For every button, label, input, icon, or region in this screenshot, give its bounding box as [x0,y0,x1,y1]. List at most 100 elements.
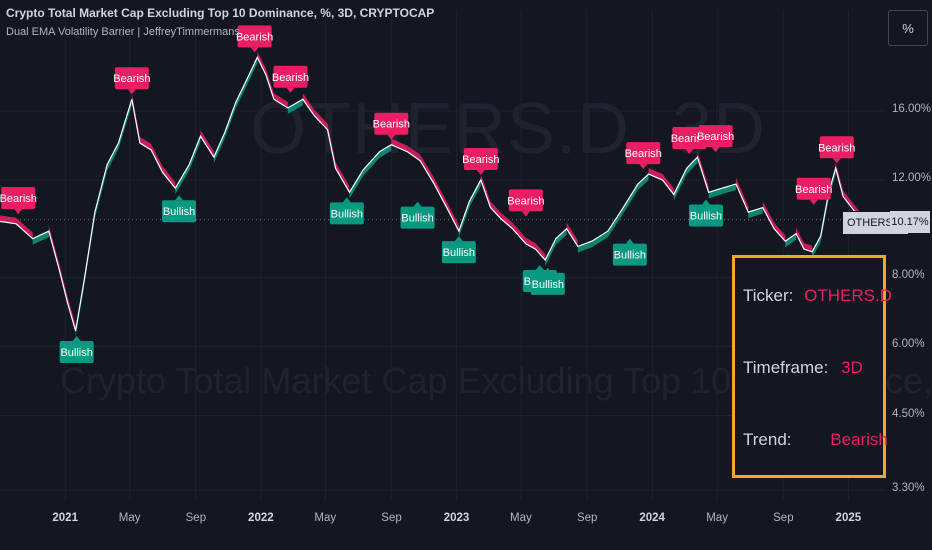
signal-text: Bullish [690,210,722,222]
signal-text: Bullish [331,208,363,220]
barrier-segment [735,178,749,213]
barrier-segment [673,168,687,201]
barrier-segment [391,138,408,152]
barrier-segment [535,243,546,261]
y-tick-label: 4.50% [892,407,925,420]
signal-labels: Bearish Bullish Bearish Bullish Bearish Beari… [0,25,855,363]
barrier-segment [469,180,481,207]
bullish-signal: Bullish [612,238,647,266]
bearish-signal: Bearish [236,25,273,53]
x-tick-label: May [314,512,337,524]
bearish-signal: Bearish [625,142,662,170]
barrier-segment [762,201,775,229]
barrier-segment [525,237,536,250]
signal-text: Bearish [113,73,150,85]
signal-text: Bullish [614,250,646,262]
barrier-segment [273,93,288,108]
barrier-segment [545,238,556,267]
barrier-segment [434,178,451,215]
signal-text: Bullish [443,247,475,259]
signal-text: Bearish [625,148,662,160]
scale-mode-button[interactable]: % [888,10,928,46]
signal-text: Bullish [401,213,433,225]
barrier-segment [785,233,797,248]
signal-text: Bearish [236,31,273,43]
bearish-signal: Bearish [795,177,832,205]
bullish-signal: Bullish [441,236,476,264]
y-tick-label: 12.00% [892,172,932,185]
barrier-segment [774,222,786,242]
trend-row: Trend: Bearish [743,430,888,450]
signal-text: Bearish [0,193,37,205]
last-price-tag: 10.17% [890,211,930,233]
barrier-segment [566,222,578,247]
signal-text: Bullish [163,206,195,218]
chart-title[interactable]: Crypto Total Market Cap Excluding Top 10… [6,6,435,20]
x-tick-label: 2021 [52,512,78,524]
trend-value: Bearish [830,430,888,449]
barrier-segment [501,213,513,229]
barrier-segment [407,145,421,161]
barrier-segment [450,208,459,232]
y-tick-label: 8.00% [892,269,925,282]
barrier-segment [686,157,698,175]
barrier-segment [107,143,119,171]
ema-barrier [0,51,862,337]
bearish-signal: Bearish [507,189,545,217]
barrier-segment [748,207,763,219]
barrier-segment [607,209,622,238]
barrier-segment [139,137,152,150]
barrier-segment [246,57,258,87]
indicator-label[interactable]: Dual EMA Volatility Barrier | JeffreyTim… [6,26,240,38]
signal-text: Bearish [373,119,410,131]
x-tick-label: Sep [773,512,794,524]
bullish-signal: Bullish [400,201,435,229]
signal-text: Bearish [795,184,832,196]
signal-text: Bearish [272,72,309,84]
barrier-segment [335,162,350,193]
bullish-signal: Bullish [162,195,197,223]
info-table: Ticker: OTHERS.D Timeframe: 3D Trend: Be… [732,255,892,478]
barrier-segment [16,217,33,239]
barrier-segment [577,241,592,253]
barrier-segment [287,99,303,114]
barrier-segment [555,228,567,245]
barrier-segment [257,51,266,75]
barrier-segment [302,93,315,116]
barrier-segment [362,151,380,177]
barrier-segment [722,184,736,195]
x-tick-label: 2025 [835,512,862,524]
ticker-value: OTHERS.D [804,286,892,305]
x-tick-label: 2024 [639,512,665,524]
bearish-signal: Bearish [272,65,309,93]
barrier-segment [349,170,363,199]
barrier-segment [314,109,328,130]
timeframe-label: Timeframe: [743,358,829,377]
timeframe-value: 3D [841,358,863,377]
price-line [0,55,862,332]
signal-text: Bearish [507,195,544,207]
barrier-segment [175,164,190,195]
barrier-segment [512,222,526,244]
bearish-signal: Bearish [462,148,499,176]
x-tick-label: May [510,512,532,524]
barrier-segment [648,168,663,181]
barrier-segment [843,190,854,210]
bearish-signal: Bearish [818,136,855,164]
trend-label: Trend: [743,430,792,449]
y-tick-label: 16.00% [892,102,932,115]
barrier-segment [591,231,608,248]
bearish-signal: Bearish [373,112,410,140]
barrier-segment [662,174,674,195]
barrier-segment [162,166,176,189]
bearish-signal: Bearish [113,67,151,95]
bullish-signal: Bullish [59,335,94,363]
price-series [0,55,862,332]
bullish-signal: Bullish [329,197,364,225]
signal-text: Bearish [818,142,855,154]
signal-text: Bullish [60,347,92,359]
barrier-segment [796,227,805,250]
signal-text: Bearish [697,131,734,143]
